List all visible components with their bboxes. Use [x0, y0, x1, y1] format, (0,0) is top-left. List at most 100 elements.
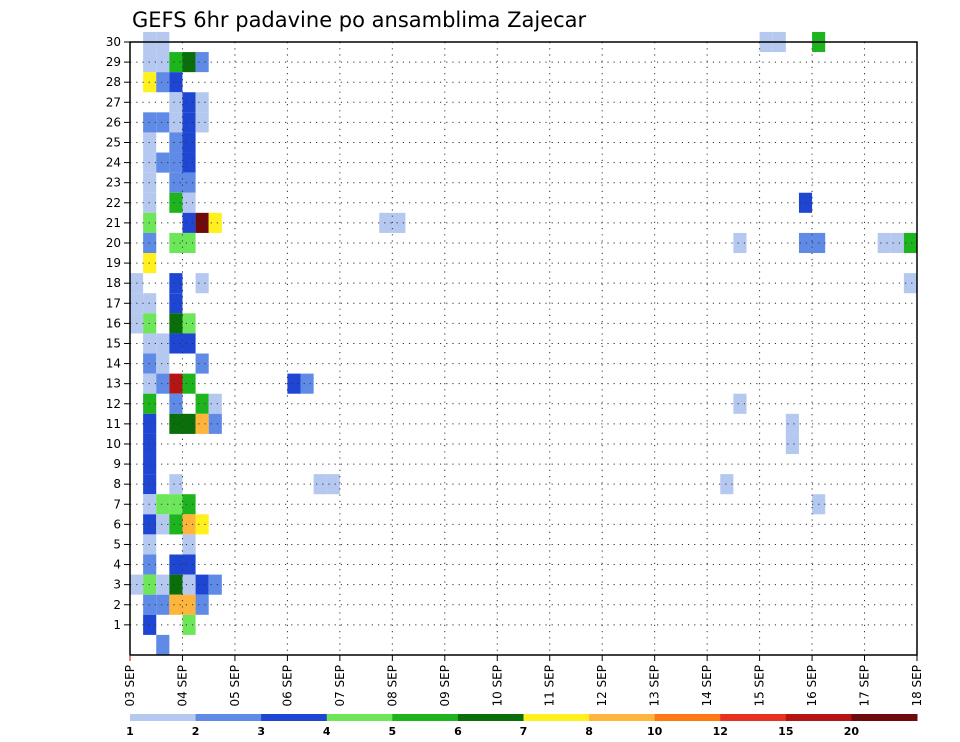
x-tick-label: 13 SEP — [648, 665, 662, 707]
heatmap-cell — [169, 172, 183, 193]
heatmap-cell — [156, 594, 170, 615]
heatmap-cell — [877, 232, 891, 254]
heatmap-cell — [208, 413, 222, 434]
heatmap-cell — [169, 232, 183, 254]
y-tick-label: 11 — [106, 417, 121, 431]
heatmap-cell — [208, 393, 222, 414]
y-tick-label: 6 — [113, 517, 121, 531]
heatmap-cell — [195, 52, 209, 73]
y-tick-label: 23 — [106, 176, 121, 190]
heatmap-cell — [169, 132, 183, 153]
heatmap-cell — [169, 293, 183, 314]
heatmap-cell — [392, 212, 406, 233]
heatmap-cell — [169, 554, 183, 575]
heatmap-cell — [156, 52, 170, 73]
grid-lines — [130, 41, 917, 655]
legend-label: 2 — [192, 725, 200, 738]
legend-swatch — [457, 714, 524, 721]
heatmap-cell — [182, 232, 196, 254]
y-tick-label: 18 — [106, 276, 121, 290]
y-tick-label: 14 — [106, 357, 121, 371]
heatmap-cell — [169, 192, 183, 213]
heatmap-cell — [182, 514, 196, 535]
x-tick-label: 14 SEP — [700, 665, 714, 707]
heatmap-cell — [182, 112, 196, 133]
x-tick-label: 10 SEP — [490, 665, 504, 707]
legend-label: 7 — [520, 725, 528, 738]
heatmap-cell — [169, 152, 183, 173]
y-tick-label: 8 — [113, 477, 121, 491]
heatmap-cell — [156, 353, 170, 374]
heatmap-cell — [156, 373, 170, 394]
heatmap-cells — [130, 31, 917, 655]
legend-label: 4 — [323, 725, 331, 738]
y-tick-label: 26 — [106, 115, 121, 129]
y-tick-label: 25 — [106, 135, 121, 149]
x-tick-label: 03 SEP — [123, 665, 137, 707]
legend-label: 5 — [389, 725, 397, 738]
y-tick-label: 12 — [106, 397, 121, 411]
heatmap-cell — [379, 212, 393, 233]
x-tick-label: 18 SEP — [910, 665, 924, 707]
heatmap-cell — [156, 634, 170, 655]
y-tick-label: 19 — [106, 256, 121, 270]
plot-frame — [129, 41, 918, 656]
heatmap-cell — [208, 574, 222, 595]
y-tick-label: 20 — [106, 236, 121, 250]
heatmap-cell — [182, 554, 196, 575]
x-tick-label: 08 SEP — [385, 665, 399, 707]
legend-swatch — [261, 714, 328, 721]
heatmap-cell — [195, 393, 209, 414]
heatmap-cell — [169, 273, 183, 294]
legend-swatch — [326, 714, 393, 721]
heatmap-cell — [182, 574, 196, 595]
legend-swatch — [392, 714, 459, 721]
legend-label: 15 — [778, 725, 793, 738]
x-tick-label: 17 SEP — [858, 665, 872, 707]
heatmap-cell — [208, 212, 222, 233]
heatmap-cell — [169, 494, 183, 515]
heatmap-cell — [785, 413, 799, 434]
heatmap-cell — [156, 333, 170, 354]
y-axis: 1234567891011121314151617181920212223242… — [106, 35, 130, 632]
heatmap-cell — [903, 273, 917, 294]
heatmap-cell — [182, 594, 196, 615]
x-tick-label: 11 SEP — [543, 665, 557, 707]
x-tick-label: 05 SEP — [228, 665, 242, 707]
heatmap-cell — [156, 494, 170, 515]
heatmap-cell — [169, 313, 183, 334]
heatmap-cell — [785, 433, 799, 455]
heatmap-cell — [182, 313, 196, 334]
y-tick-label: 24 — [106, 156, 121, 170]
heatmap-cell — [182, 494, 196, 515]
heatmap-cell — [182, 373, 196, 394]
heatmap-cell — [182, 52, 196, 73]
heatmap-cell — [300, 373, 314, 394]
heatmap-cell — [733, 393, 747, 414]
heatmap-cell — [903, 232, 917, 254]
y-tick-label: 15 — [106, 336, 121, 350]
heatmap-cell — [195, 273, 209, 294]
heatmap-cell — [182, 534, 196, 555]
y-tick-label: 10 — [106, 437, 121, 451]
heatmap-cell — [195, 594, 209, 615]
heatmap-cell — [169, 413, 183, 434]
heatmap-cell — [169, 594, 183, 615]
color-legend: 1 2 3 4 5 6 7 8 10 12 15 20 — [126, 714, 918, 738]
y-tick-label: 16 — [106, 316, 121, 330]
heatmap-cell — [182, 132, 196, 153]
heatmap-cell — [182, 92, 196, 113]
heatmap-cell — [287, 373, 301, 394]
heatmap-cell — [195, 212, 209, 233]
y-tick-label: 4 — [113, 558, 121, 572]
legend-swatch — [195, 714, 262, 721]
legend-label: 20 — [844, 725, 860, 738]
heatmap-cell — [156, 574, 170, 595]
heatmap-cell — [182, 192, 196, 213]
legend-swatch — [851, 714, 918, 721]
heatmap-cell — [313, 474, 327, 495]
legend-swatch — [130, 714, 197, 721]
heatmap-cell — [195, 574, 209, 595]
y-tick-label: 21 — [106, 216, 121, 230]
